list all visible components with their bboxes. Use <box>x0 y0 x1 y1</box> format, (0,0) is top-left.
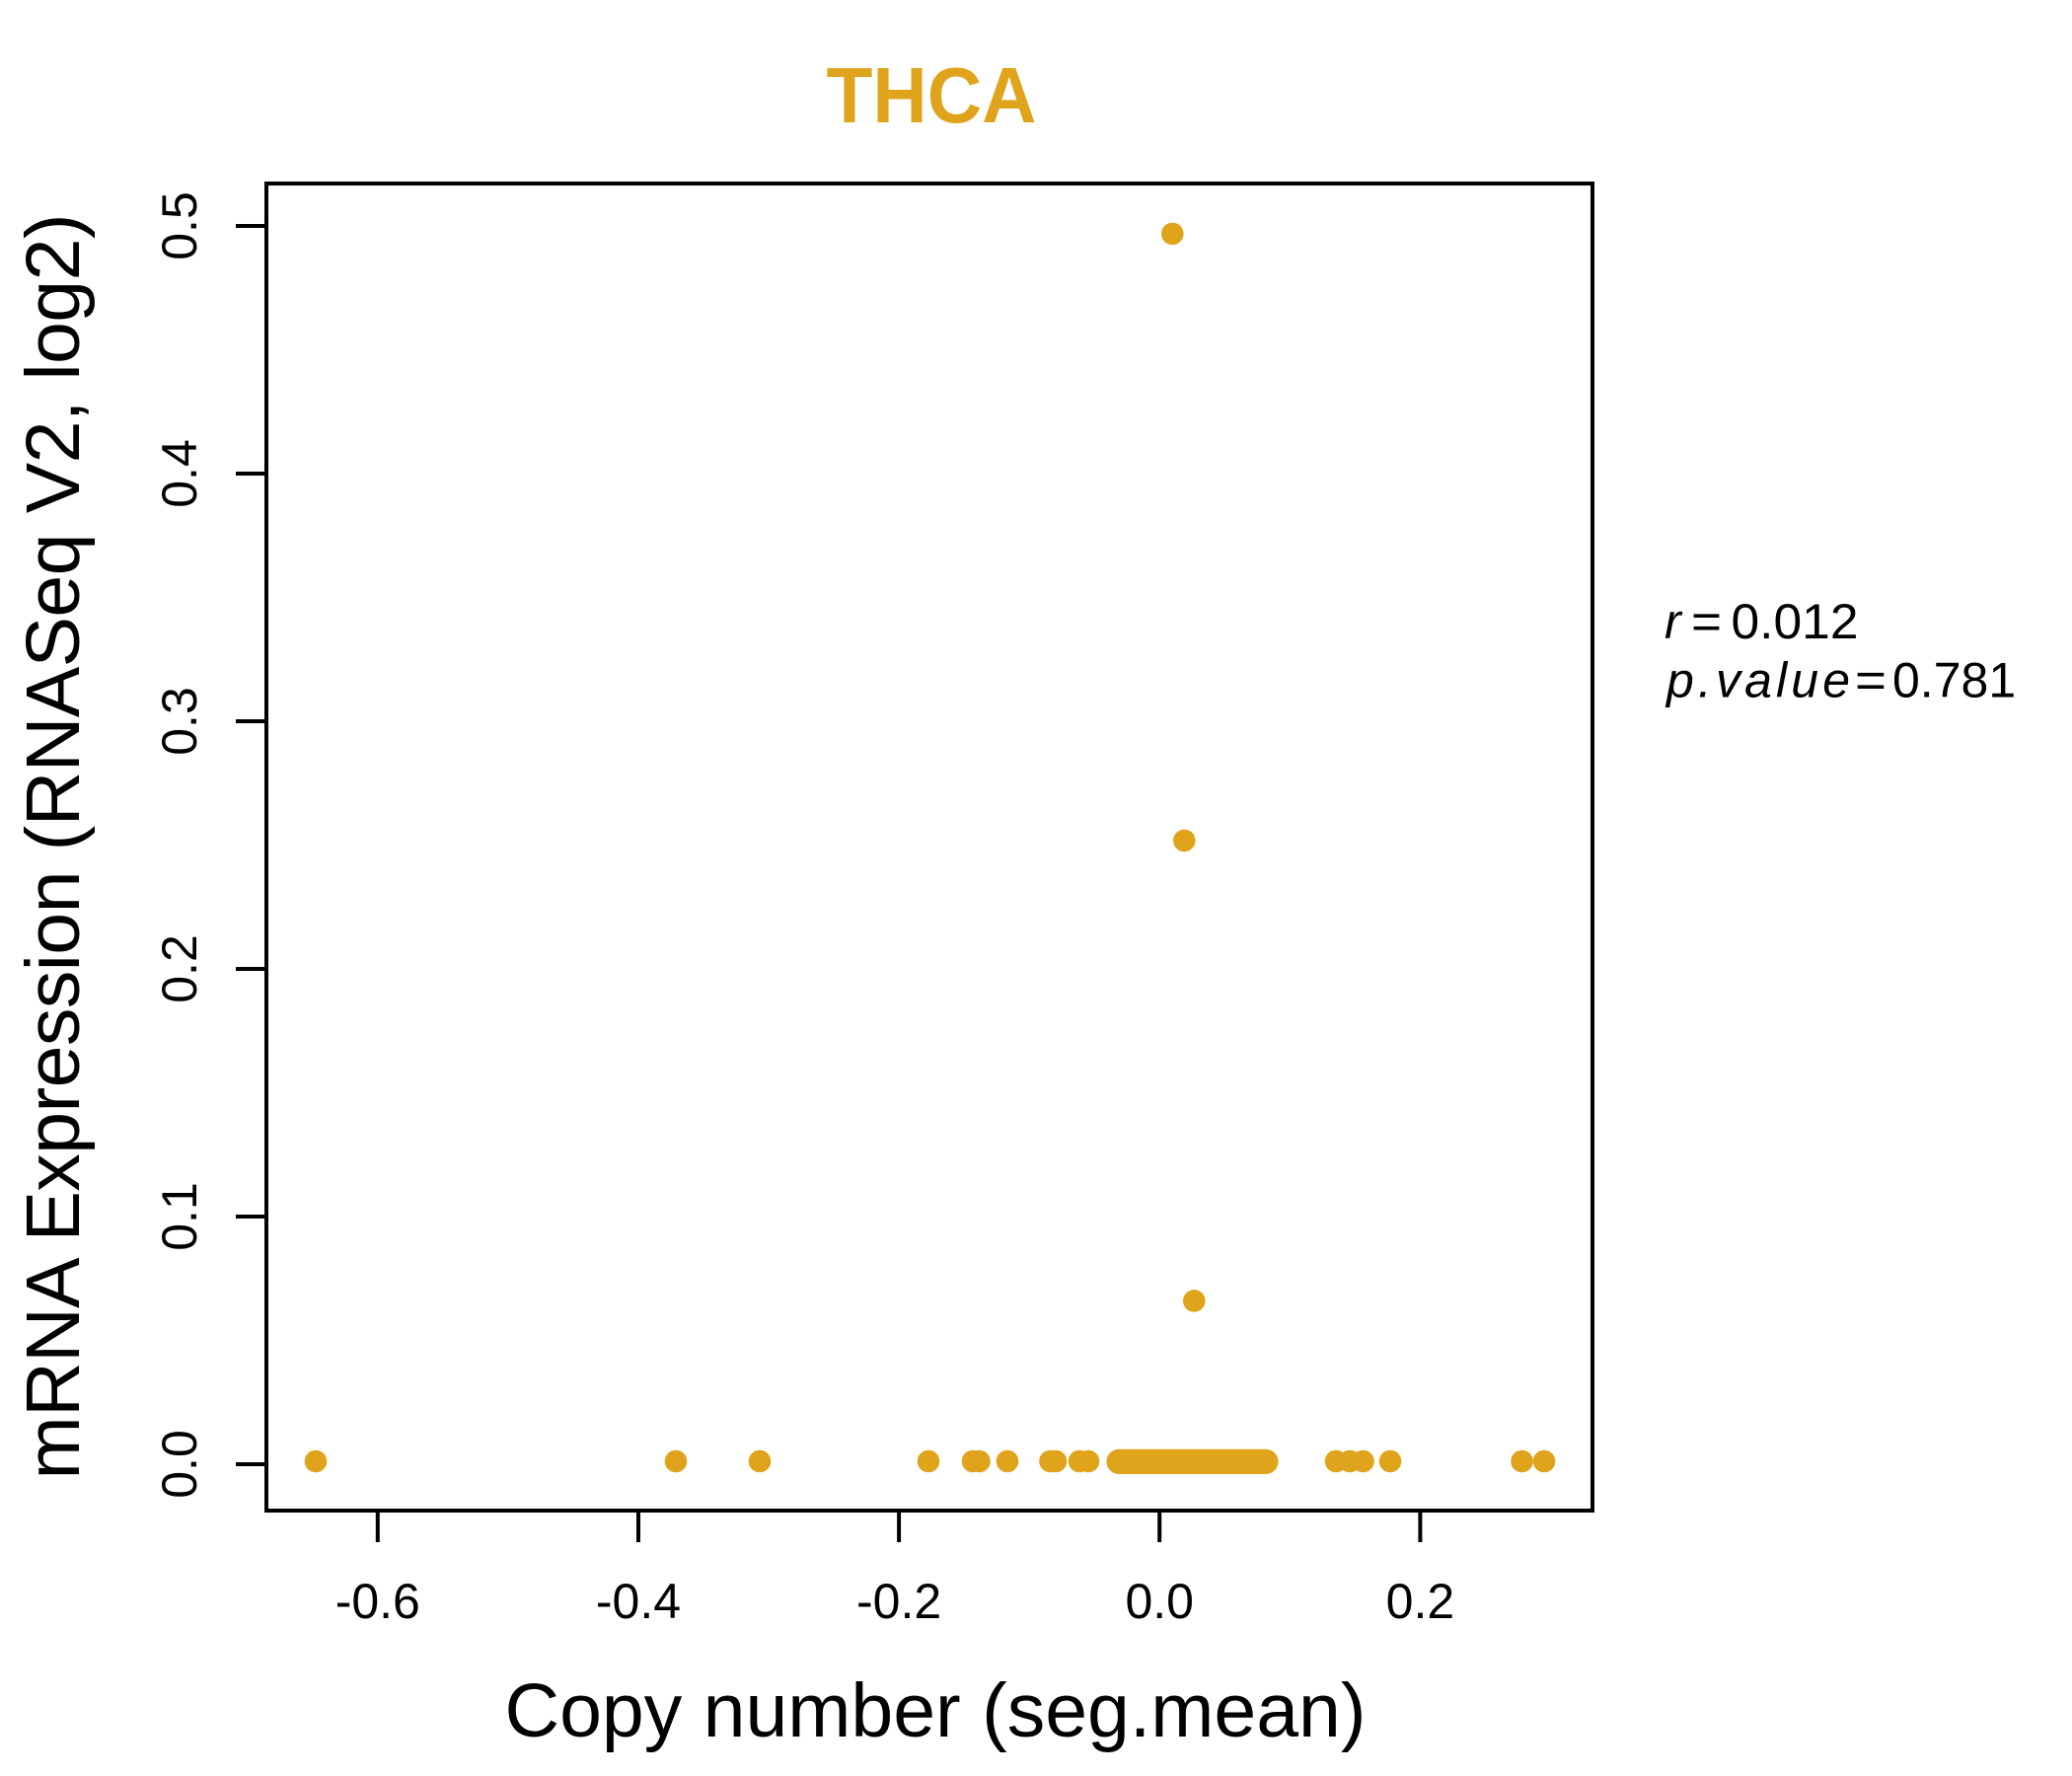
svg-text:0.781: 0.781 <box>1892 653 2016 708</box>
svg-text:0.2: 0.2 <box>152 934 207 1003</box>
svg-text:mRNA Expression (RNASeq V2, lo: mRNA Expression (RNASeq V2, log2) <box>11 214 96 1480</box>
svg-text:-0.4: -0.4 <box>596 1574 681 1629</box>
svg-text:Copy number (seg.mean): Copy number (seg.mean) <box>504 1668 1366 1753</box>
svg-text:0.3: 0.3 <box>152 687 207 756</box>
svg-text:0.4: 0.4 <box>152 439 207 508</box>
svg-text:0.2: 0.2 <box>1386 1574 1455 1629</box>
svg-text:-0.6: -0.6 <box>335 1574 420 1629</box>
svg-text:0.0: 0.0 <box>1125 1574 1194 1629</box>
svg-text:0.0: 0.0 <box>152 1430 207 1499</box>
svg-text:0.1: 0.1 <box>152 1182 207 1251</box>
svg-text:=: = <box>1855 653 1887 708</box>
svg-text:-0.2: -0.2 <box>856 1574 941 1629</box>
svg-text:p.value: p.value <box>1665 653 1850 708</box>
svg-text:r: r <box>1665 594 1683 649</box>
svg-text:0.012: 0.012 <box>1732 594 1859 649</box>
svg-text:0.5: 0.5 <box>152 191 207 260</box>
svg-text:=: = <box>1691 594 1722 649</box>
svg-text:THCA: THCA <box>827 51 1037 139</box>
